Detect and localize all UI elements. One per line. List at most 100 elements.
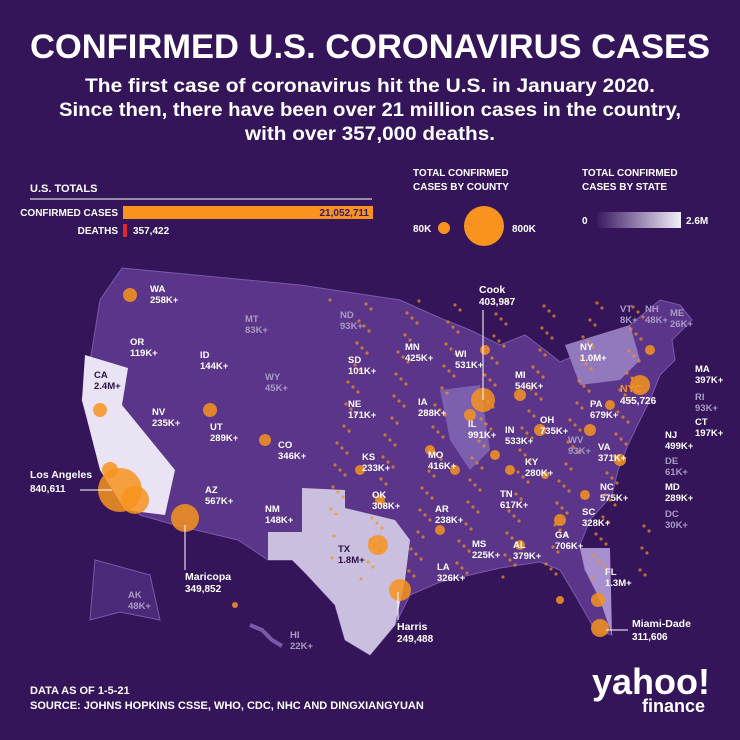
county-bubble	[555, 501, 559, 505]
state-abbr: KY	[525, 457, 539, 468]
county-bubble	[433, 403, 437, 407]
state-ny	[565, 325, 640, 385]
county-bubble	[532, 414, 536, 418]
totals-heading: U.S. TOTALS	[30, 183, 97, 195]
county-name: Harris	[397, 621, 428, 633]
county-bubble	[381, 455, 385, 459]
state-cases: 425K+	[405, 353, 434, 364]
county-bubble	[386, 460, 390, 464]
county-bubble	[121, 486, 149, 514]
county-bubble	[534, 424, 546, 436]
county-name: Maricopa	[185, 571, 231, 583]
legend-title: TOTAL CONFIRMED	[582, 168, 678, 179]
county-bubble	[371, 565, 375, 569]
county-cases: 311,606	[632, 632, 668, 643]
county-bubble	[506, 300, 510, 304]
county-bubble	[553, 523, 557, 527]
county-bubble	[507, 509, 511, 513]
county-bubble	[554, 572, 558, 576]
county-bubble	[478, 488, 482, 492]
state-abbr: OH	[540, 415, 554, 426]
county-bubble	[577, 379, 581, 383]
county-bubble	[593, 323, 597, 327]
county-bubble	[427, 469, 431, 473]
county-bubble	[359, 577, 363, 581]
county-bubble	[372, 494, 376, 498]
state-abbr: MA	[695, 364, 710, 375]
legend-title: TOTAL CONFIRMED	[413, 168, 509, 179]
county-bubble	[417, 299, 421, 303]
state-abbr: WI	[455, 349, 467, 360]
state-cases: 416K+	[428, 461, 457, 472]
state-cases: 235K+	[152, 418, 181, 429]
county-bubble	[353, 363, 357, 367]
state-cases: 397K+	[695, 375, 724, 386]
county-bubble	[416, 530, 420, 534]
legend-label: 2.6M	[686, 216, 708, 227]
county-bubble	[384, 482, 388, 486]
state-cases: 289K+	[665, 493, 694, 504]
county-cases: 249,488	[397, 634, 434, 645]
county-bubble	[330, 556, 334, 560]
county-bubble	[356, 390, 360, 394]
footer-date: DATA AS OF 1-5-21	[30, 685, 130, 697]
county-bubble	[404, 382, 408, 386]
county-bubble	[396, 350, 400, 354]
title: CONFIRMED U.S. CORONAVIRUS CASES	[30, 28, 710, 66]
county-bubble	[523, 453, 527, 457]
county-bubble	[431, 425, 435, 429]
county-bubble	[554, 514, 566, 526]
county-bubble	[513, 563, 517, 567]
subtitle-line: The first case of coronavirus hit the U.…	[85, 76, 655, 97]
county-bubble	[473, 483, 477, 487]
state-abbr: LA	[437, 562, 450, 573]
county-name: Los Angeles	[30, 469, 92, 481]
legend-label: 80K	[413, 224, 432, 235]
state-cases: 83K+	[245, 325, 268, 336]
state-cases: 706K+	[555, 541, 584, 552]
state-abbr: GA	[555, 530, 569, 541]
state-cases: 288K+	[418, 408, 447, 419]
county-bubble	[520, 426, 524, 430]
county-bubble	[580, 490, 590, 500]
county-bubble	[602, 564, 606, 568]
state-cases: 1.8M+	[338, 555, 365, 566]
county-bubble	[343, 473, 347, 477]
county-bubble	[569, 467, 573, 471]
county-bubble	[425, 491, 429, 495]
county-bubble	[494, 312, 498, 316]
county-bubble	[497, 339, 501, 343]
state-abbr: MI	[515, 370, 526, 381]
county-bubble	[514, 389, 526, 401]
county-bubble	[429, 447, 433, 451]
county-bubble	[557, 479, 561, 483]
county-bubble	[338, 468, 342, 472]
county-bubble	[455, 561, 459, 565]
state-cases: 48K+	[128, 601, 151, 612]
state-abbr: ME	[670, 308, 684, 319]
confirmed-bar	[123, 206, 373, 219]
logo-product: finance	[642, 696, 705, 716]
county-bubble	[333, 463, 337, 467]
state-abbr: MT	[245, 314, 259, 325]
county-bubble	[452, 374, 456, 378]
state-cases: 258K+	[150, 295, 179, 306]
county-bubble	[642, 524, 646, 528]
county-bubble	[389, 579, 411, 601]
county-bubble	[581, 335, 585, 339]
county-cases: 349,852	[185, 584, 222, 595]
state-abbr: NV	[152, 407, 166, 418]
county-bubble	[566, 440, 570, 444]
county-bubble	[519, 497, 523, 501]
state-cases: 346K+	[278, 451, 307, 462]
state-cases: 48K+	[645, 315, 668, 326]
county-bubble	[365, 351, 369, 355]
county-bubble	[495, 361, 499, 365]
state-abbr: DC	[665, 509, 679, 520]
state-cases: 45K+	[265, 383, 288, 394]
county-bubble	[562, 484, 566, 488]
county-bubble	[415, 321, 419, 325]
county-bubble	[556, 550, 560, 554]
state-cases: 546K+	[515, 381, 544, 392]
state-cases: 289K+	[210, 433, 239, 444]
